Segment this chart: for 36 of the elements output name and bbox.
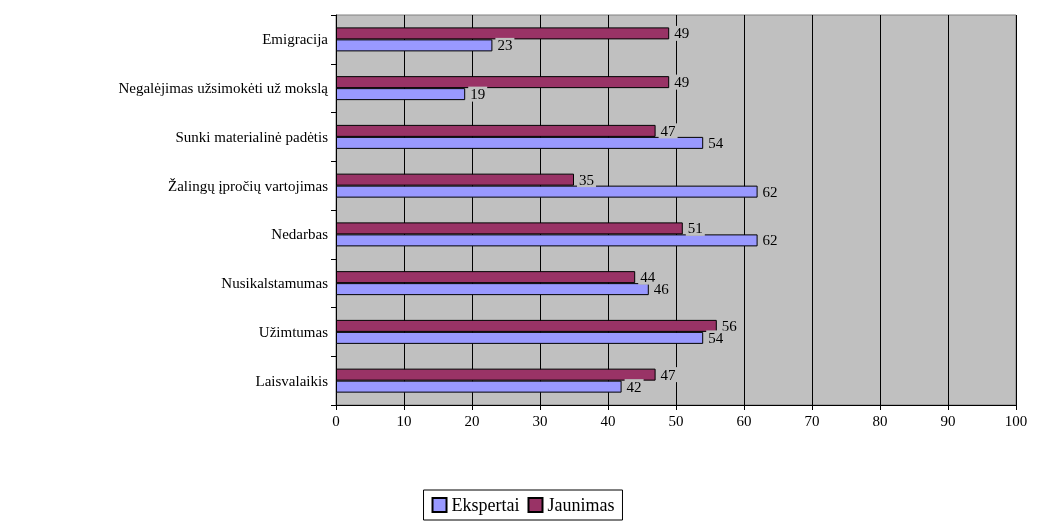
- y-tick-label: Nusikalstamumas: [221, 275, 329, 292]
- legend-label: Ekspertai: [451, 495, 520, 515]
- x-tick-label: 90: [940, 412, 956, 429]
- x-tick-label: 30: [532, 412, 548, 429]
- data-label: 47: [660, 366, 677, 383]
- legend-label: Jaunimas: [547, 495, 615, 515]
- x-tick-label: 70: [804, 412, 820, 429]
- x-tick-label: 10: [396, 412, 412, 429]
- data-label: 54: [708, 134, 724, 151]
- data-label: 49: [674, 25, 690, 42]
- data-label: 47: [660, 122, 677, 139]
- y-tick-label: Laisvalaikis: [255, 372, 329, 389]
- data-label: 49: [674, 74, 690, 91]
- data-label: 42: [626, 378, 642, 395]
- data-label: 51: [687, 220, 703, 237]
- x-tick-label: 100: [1004, 412, 1028, 429]
- data-label: 62: [762, 232, 778, 249]
- data-label: 46: [653, 281, 670, 298]
- x-tick-label: 50: [668, 412, 684, 429]
- y-tick-label: Negalėjimas užsimokėti už mokslą: [118, 80, 329, 97]
- y-tick-label: Užimtumas: [258, 323, 329, 340]
- y-tick-label: Žalingų įpročių vartojimas: [168, 177, 329, 194]
- x-tick-label: 40: [600, 412, 616, 429]
- data-label: 19: [470, 86, 486, 103]
- x-tick-label: 20: [464, 412, 480, 429]
- x-tick-label: 60: [736, 412, 752, 429]
- x-tick-label: 80: [872, 412, 888, 429]
- data-label: 23: [497, 37, 513, 54]
- y-tick-label: Sunki materialinė padėtis: [175, 128, 329, 145]
- data-label: 35: [579, 171, 594, 188]
- data-label: 56: [721, 317, 738, 334]
- y-tick-label: Nedarbas: [271, 226, 329, 243]
- data-label: 62: [762, 183, 778, 200]
- x-tick-label: 0: [332, 412, 340, 429]
- y-tick-label: Emigracija: [262, 31, 329, 48]
- data-label: 44: [640, 269, 656, 286]
